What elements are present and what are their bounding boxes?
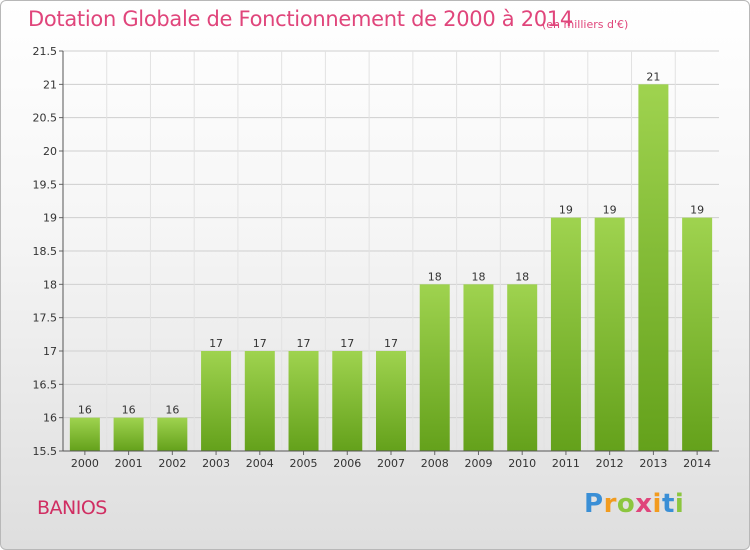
bar-2006 — [332, 351, 363, 451]
data-label: 17 — [209, 337, 223, 350]
x-tick-label: 2008 — [421, 457, 449, 470]
data-label: 17 — [297, 337, 311, 350]
y-tick-label: 20.5 — [33, 112, 58, 125]
data-label: 16 — [78, 404, 92, 417]
bar-2001 — [113, 417, 144, 451]
bar-2012 — [594, 217, 625, 451]
y-tick-label: 15.5 — [33, 445, 58, 458]
logo-letter: P — [584, 489, 604, 519]
y-tick-label: 18 — [43, 278, 57, 291]
y-tick-label: 21 — [43, 78, 57, 91]
bar-2000 — [69, 417, 100, 451]
data-label: 16 — [165, 404, 179, 417]
data-label: 19 — [603, 204, 617, 217]
x-tick-label: 2005 — [290, 457, 318, 470]
y-tick-label: 18.5 — [33, 245, 58, 258]
logo-letter: i — [652, 489, 662, 519]
bar-2011 — [550, 217, 581, 451]
x-tick-label: 2006 — [333, 457, 361, 470]
bar-2010 — [507, 284, 538, 451]
bar-2007 — [376, 351, 406, 451]
bar-2005 — [288, 351, 319, 451]
y-tick-label: 16.5 — [33, 378, 58, 391]
x-tick-label: 2010 — [508, 457, 536, 470]
x-tick-label: 2000 — [71, 457, 99, 470]
logo-letter: i — [674, 489, 685, 519]
bar-2002 — [157, 417, 188, 451]
logo-letter: x — [635, 489, 653, 519]
data-label: 18 — [471, 270, 485, 283]
data-label: 18 — [428, 270, 442, 283]
data-label: 19 — [690, 204, 704, 217]
commune-name: BANIOS — [37, 497, 107, 519]
x-tick-label: 2003 — [202, 457, 230, 470]
chart-title: Dotation Globale de Fonctionnement de 20… — [28, 7, 573, 31]
logo-letter: o — [616, 489, 636, 519]
x-tick-label: 2014 — [683, 457, 711, 470]
logo-letter: t — [661, 489, 675, 519]
data-label: 16 — [122, 404, 136, 417]
proxiti-logo: Proxiti — [584, 489, 684, 519]
data-label: 17 — [384, 337, 398, 350]
bar-2004 — [244, 351, 275, 451]
x-tick-label: 2013 — [639, 457, 667, 470]
data-label: 17 — [340, 337, 354, 350]
y-tick-label: 19.5 — [33, 178, 58, 191]
x-tick-label: 2012 — [596, 457, 624, 470]
bar-2003 — [201, 351, 232, 451]
axes: 15.5 16 16.5 17 17.5 18 18.5 19 19.5 20 20.5 21 21.5… — [33, 45, 719, 470]
data-label: 17 — [253, 337, 267, 350]
data-label: 18 — [515, 270, 529, 283]
x-tick-label: 2011 — [552, 457, 580, 470]
x-tick-label: 2002 — [158, 457, 186, 470]
y-tick-label: 20 — [43, 145, 57, 158]
data-label: 21 — [646, 70, 660, 83]
bar-2008 — [419, 284, 450, 451]
x-tick-label: 2001 — [115, 457, 143, 470]
bar-2013 — [638, 84, 669, 451]
bar-2009 — [463, 284, 494, 451]
y-tick-label: 19 — [43, 212, 57, 225]
y-tick-label: 16 — [43, 412, 57, 425]
data-label: 19 — [559, 204, 573, 217]
bar-2014 — [682, 217, 713, 451]
chart-unit: (en milliers d'€) — [542, 18, 629, 31]
y-tick-label: 17.5 — [33, 312, 58, 325]
bars: 16 16 16 17 17 17 17 17 18 18 18 19 19 21 19 — [69, 70, 713, 451]
y-tick-label: 17 — [43, 345, 57, 358]
x-tick-label: 2007 — [377, 457, 405, 470]
logo-letter: r — [603, 489, 617, 519]
y-tick-label: 21.5 — [33, 45, 58, 58]
x-tick-label: 2009 — [464, 457, 492, 470]
x-tick-label: 2004 — [246, 457, 274, 470]
